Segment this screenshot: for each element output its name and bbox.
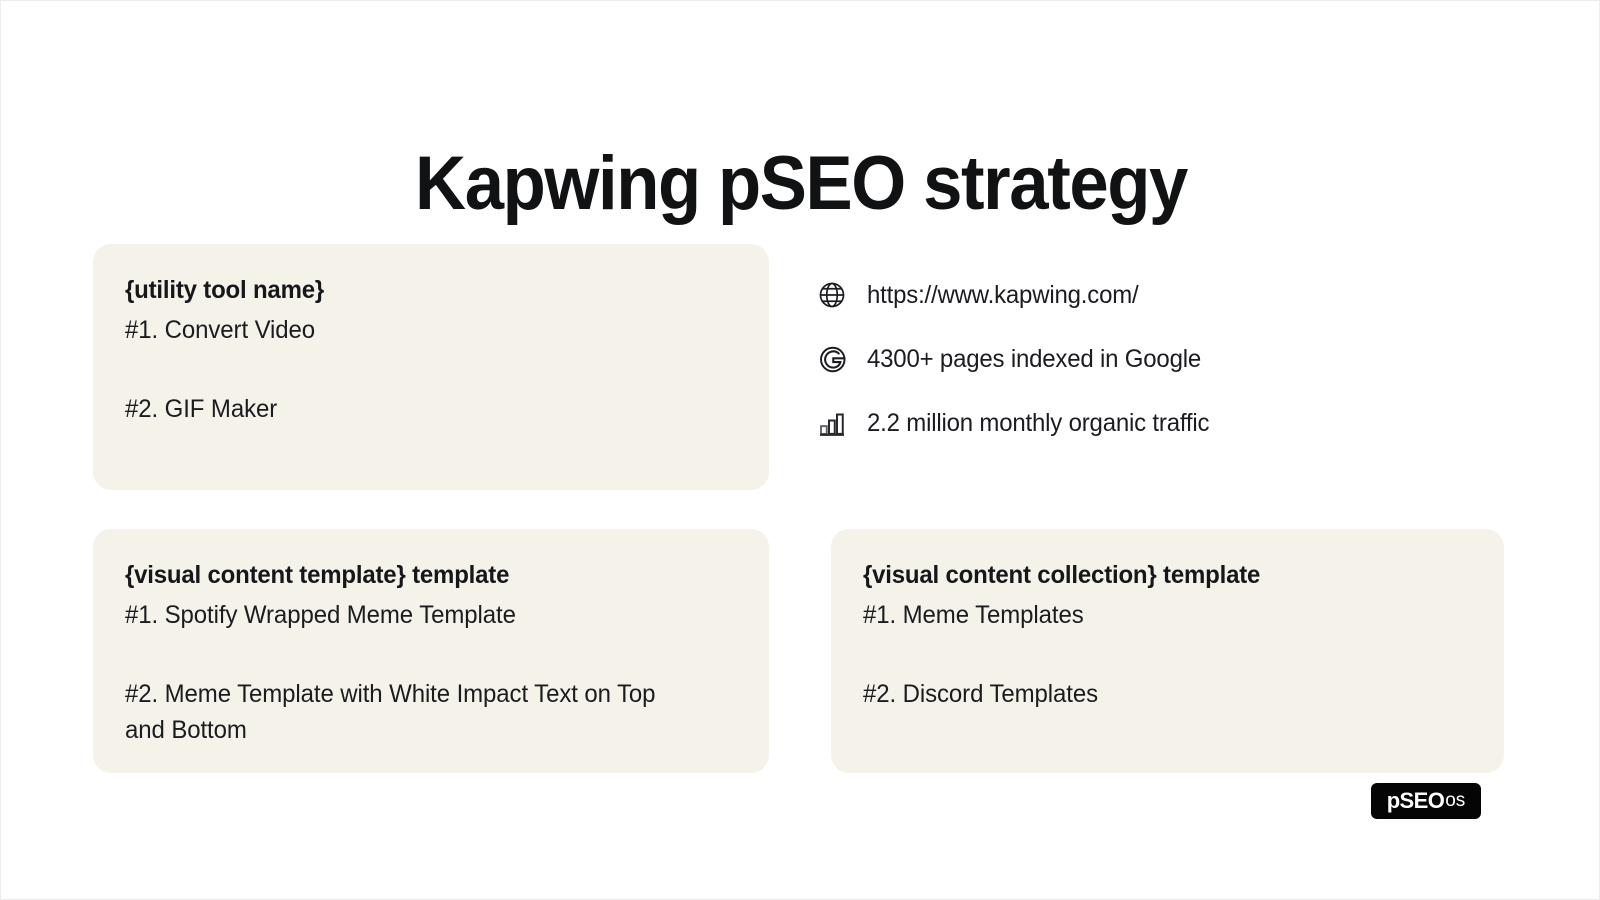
card-item: #2. Discord Templates bbox=[863, 680, 1098, 708]
card-item: #2. GIF Maker bbox=[125, 395, 278, 423]
stat-row-website: https://www.kapwing.com/ bbox=[817, 263, 1497, 327]
stats-list: https://www.kapwing.com/ 4300+ pages ind… bbox=[817, 263, 1497, 455]
globe-icon bbox=[817, 277, 853, 313]
google-g-icon bbox=[817, 341, 853, 377]
stat-row-indexed-pages: 4300+ pages indexed in Google bbox=[817, 327, 1497, 391]
pseoos-logo-badge[interactable]: pSEO os bbox=[1371, 783, 1481, 819]
card-heading: {visual content template} template bbox=[125, 561, 510, 589]
logo-main-text: pSEO bbox=[1386, 788, 1445, 813]
card-item: #1. Meme Templates bbox=[863, 601, 1084, 629]
card-visual-content-template: {visual content template} template #1. S… bbox=[93, 529, 769, 773]
stat-text: 4300+ pages indexed in Google bbox=[867, 345, 1202, 373]
stat-text: 2.2 million monthly organic traffic bbox=[867, 409, 1210, 437]
stat-text[interactable]: https://www.kapwing.com/ bbox=[867, 281, 1139, 309]
card-item: #2. Meme Template with White Impact Text… bbox=[125, 680, 656, 744]
page-title: Kapwing pSEO strategy bbox=[415, 140, 1188, 226]
card-visual-content-collection: {visual content collection} template #1.… bbox=[831, 529, 1504, 773]
card-item: #1. Convert Video bbox=[125, 316, 316, 344]
card-heading: {visual content collection} template bbox=[863, 561, 1261, 589]
stat-row-organic-traffic: 2.2 million monthly organic traffic bbox=[817, 391, 1497, 455]
card-utility-tool-name: {utility tool name} #1. Convert Video #2… bbox=[93, 244, 769, 490]
bar-chart-icon bbox=[817, 405, 853, 441]
card-heading: {utility tool name} bbox=[125, 276, 325, 304]
card-item: #1. Spotify Wrapped Meme Template bbox=[125, 601, 516, 629]
logo-suffix-text: os bbox=[1445, 790, 1466, 811]
